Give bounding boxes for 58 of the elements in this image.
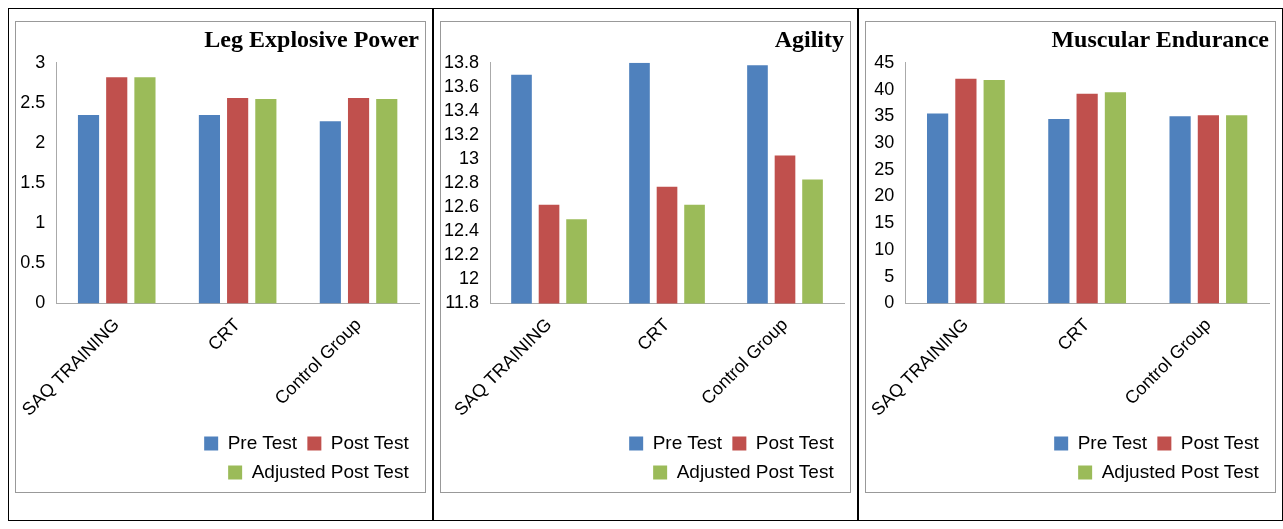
- bar: [1226, 115, 1248, 304]
- y-tick-label: 13.6: [443, 75, 480, 96]
- bar: [955, 78, 977, 304]
- y-tick-label: 25: [874, 158, 895, 179]
- bar: [347, 98, 370, 304]
- y-tick-label: 13.4: [443, 99, 480, 120]
- y-tick-label: 1: [35, 212, 46, 233]
- bar: [255, 98, 277, 304]
- bar: [1076, 93, 1098, 304]
- bar: [198, 114, 221, 304]
- legend-label: Pre Test: [227, 431, 298, 453]
- y-tick-label: 10: [874, 238, 895, 259]
- bar: [77, 114, 100, 304]
- bar: [1048, 118, 1070, 304]
- legend-label: Post Test: [1180, 431, 1260, 453]
- y-tick-label: 12.4: [443, 220, 480, 241]
- y-tick-label: 1.5: [20, 172, 46, 193]
- bar: [927, 113, 949, 304]
- y-tick-label: 15: [874, 212, 895, 233]
- bar: [1104, 92, 1127, 304]
- y-tick-label: 0: [884, 292, 895, 313]
- y-tick-label: 12.2: [443, 244, 480, 265]
- y-tick-label: 2: [35, 132, 46, 152]
- y-tick-label: 12.8: [443, 172, 480, 193]
- legend-label: Pre Test: [1077, 431, 1148, 453]
- bar: [983, 79, 1005, 304]
- bar: [1169, 116, 1191, 304]
- bar: [319, 121, 341, 304]
- bar: [376, 98, 398, 304]
- y-tick-label: 0: [35, 292, 46, 313]
- y-tick-label: 30: [874, 132, 895, 152]
- bar: [227, 98, 249, 304]
- chart-title: Leg Explosive Power: [204, 25, 420, 52]
- legend-label: Adjusted Post Test: [251, 460, 410, 482]
- bar: [134, 77, 156, 304]
- y-tick-label: 35: [874, 105, 895, 126]
- y-tick-label: 12: [459, 268, 480, 289]
- legend-label: Post Test: [755, 431, 835, 453]
- y-tick-label: 13: [459, 148, 480, 169]
- bar: [1197, 115, 1219, 304]
- y-tick-label: 3: [35, 51, 46, 72]
- legend-label: Post Test: [330, 431, 410, 453]
- legend-label: Pre Test: [652, 431, 723, 453]
- y-tick-label: 20: [874, 185, 895, 206]
- y-tick-label: 2.5: [20, 91, 46, 112]
- legend-label: Adjusted Post Test: [1101, 460, 1260, 482]
- bar: [106, 77, 128, 304]
- y-tick-label: 11.8: [445, 292, 480, 313]
- chart-title: Muscular Endurance: [1051, 25, 1270, 52]
- y-tick-label: 13.8: [443, 51, 480, 72]
- y-tick-label: 40: [874, 78, 895, 99]
- y-tick-label: 12.6: [443, 196, 480, 217]
- chart-title: Agility: [774, 25, 844, 52]
- y-tick-label: 13.2: [443, 123, 480, 144]
- y-tick-label: 45: [874, 51, 895, 72]
- y-tick-label: 5: [884, 265, 895, 286]
- legend-label: Adjusted Post Test: [676, 460, 835, 482]
- y-tick-label: 0.5: [20, 252, 46, 273]
